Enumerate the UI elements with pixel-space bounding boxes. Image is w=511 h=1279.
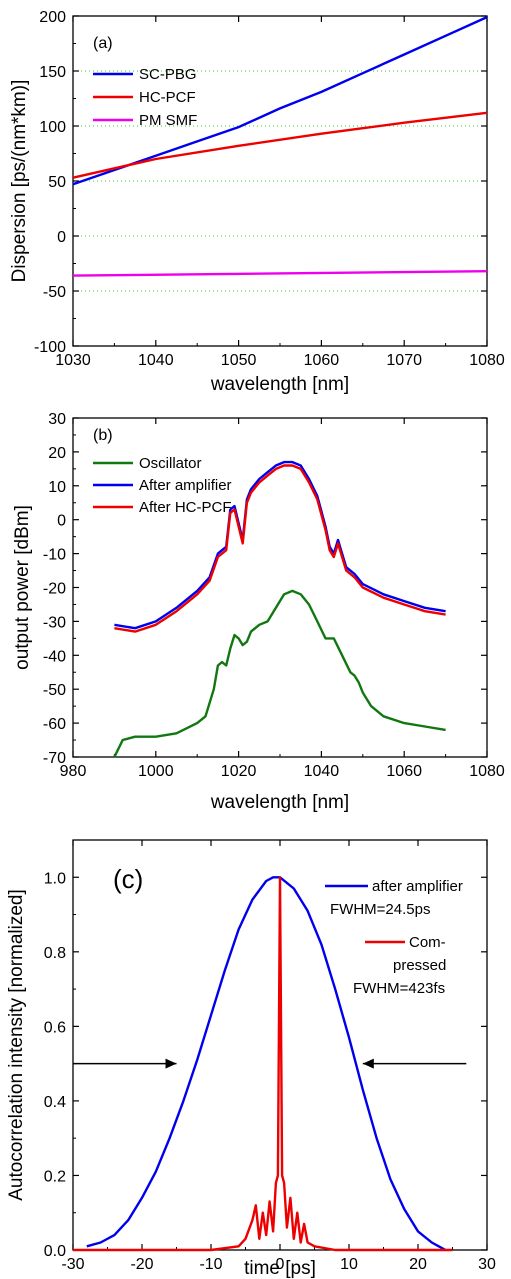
series-line-hc-pcf <box>72 111 488 179</box>
y-tick-label: -10 <box>43 547 66 564</box>
panel-label: (c) <box>113 864 143 894</box>
y-tick-label: -50 <box>43 284 66 301</box>
chart-panel-2: 980 1000 1020 1040 1060 1080-70-60-50-40-30-2… <box>12 411 505 813</box>
series-line-after-hc-pcf <box>114 464 446 633</box>
x-tick-label: 1060 <box>386 763 422 780</box>
x-tick-label: 10 <box>340 1256 358 1273</box>
y-tick-label: -70 <box>43 750 66 767</box>
y-tick-label: 0 <box>57 513 66 530</box>
chart-panel-3: -30 -20 -10 0 10 20 30 0.0 0.2 0.4 0.6 0.8 1.0 time [… <box>6 839 496 1279</box>
y-tick-label: 30 <box>48 411 66 428</box>
x-tick-label: 1070 <box>386 352 422 369</box>
x-tick-label: 1040 <box>304 763 340 780</box>
plot-frame <box>72 417 488 758</box>
legend-entry: SC-PBG <box>139 66 197 83</box>
x-tick-label: 1020 <box>221 763 257 780</box>
x-tick-label: -10 <box>199 1256 222 1273</box>
x-tick-label: -30 <box>61 1256 84 1273</box>
y-tick-label: 0.2 <box>44 1168 66 1185</box>
series-line-sc-pbg <box>72 16 488 186</box>
x-tick-label: 1080 <box>469 352 505 369</box>
y-tick-label: 50 <box>48 174 66 191</box>
x-axis-label: wavelength [nm] <box>210 374 349 395</box>
y-tick-label: 0.0 <box>44 1243 66 1260</box>
x-tick-label: 1060 <box>304 352 340 369</box>
x-axis-label: time [ps] <box>244 1258 316 1279</box>
x-tick-label: 30 <box>478 1256 496 1273</box>
y-axis-label: Dispersion [ps/(nm*km)] <box>9 80 30 283</box>
series-line-pm-smf <box>72 270 488 277</box>
legend-entry: PM SMF <box>139 112 197 129</box>
fwhm-annotation: FWHM=24.5ps <box>330 901 430 918</box>
legend-entry: pressed <box>393 957 446 974</box>
y-tick-label: 10 <box>48 479 66 496</box>
y-tick-label: -50 <box>43 682 66 699</box>
legend-entry: After HC-PCF <box>139 499 232 516</box>
x-tick-label: 1040 <box>138 352 174 369</box>
y-tick-label: 0 <box>57 229 66 246</box>
x-axis-label: wavelength [nm] <box>210 792 349 813</box>
y-tick-label: 20 <box>48 445 66 462</box>
y-axis-label: Autocorrelation intensity [normalized] <box>6 889 27 1201</box>
arrow-head <box>165 1058 177 1069</box>
y-tick-label: 200 <box>39 9 66 26</box>
chart-panel-1: 1030 1040 1050 1060 1070 1080 -100 -50 0 50 100 150… <box>9 9 505 395</box>
y-tick-label: 150 <box>39 64 66 81</box>
legend-entry: after amplifier <box>372 878 463 895</box>
legend-entry: Oscillator <box>139 455 202 472</box>
y-tick-label: 100 <box>39 119 66 136</box>
x-tick-label: 1000 <box>138 763 174 780</box>
x-tick-label: 980 <box>60 763 87 780</box>
arrow-head <box>362 1058 374 1069</box>
x-tick-label: -20 <box>130 1256 153 1273</box>
x-tick-label: 1050 <box>221 352 257 369</box>
y-tick-label: -60 <box>43 716 66 733</box>
series-line-oscillator <box>113 589 446 758</box>
fwhm-annotation: FWHM=423fs <box>353 980 445 997</box>
panel-label: (a) <box>93 35 113 52</box>
x-tick-label: 20 <box>409 1256 427 1273</box>
series-line-com-pressed <box>73 876 453 1252</box>
x-tick-label: 0 <box>276 1256 285 1273</box>
panel-label: (b) <box>93 427 113 444</box>
y-tick-label: -20 <box>43 581 66 598</box>
y-tick-label: -100 <box>34 339 66 356</box>
plot-frame <box>72 15 488 347</box>
x-tick-label: 1080 <box>469 763 505 780</box>
y-tick-label: 0.6 <box>44 1019 66 1036</box>
series-line-after-amplifier <box>86 876 447 1252</box>
x-tick-label: 1030 <box>55 352 91 369</box>
y-tick-label: -40 <box>43 648 66 665</box>
legend-entry: HC-PCF <box>139 89 196 106</box>
y-tick-label: -30 <box>43 614 66 631</box>
y-tick-label: 0.8 <box>44 945 66 962</box>
y-axis-label: output power [dBm] <box>12 505 33 670</box>
legend-entry: Com- <box>409 934 446 951</box>
y-tick-label: 0.4 <box>44 1094 66 1111</box>
y-tick-label: 1.0 <box>44 870 66 887</box>
legend-entry: After amplifier <box>139 477 232 494</box>
